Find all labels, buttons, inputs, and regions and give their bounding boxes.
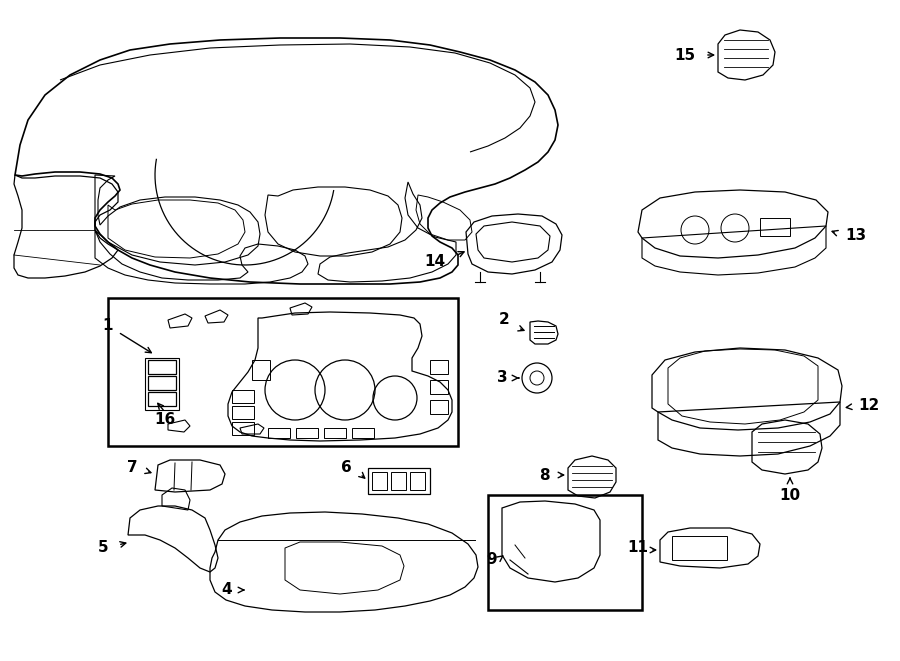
Text: 5: 5 [97,541,108,555]
Bar [232,422,254,435]
Bar [108,298,458,446]
Bar [372,472,387,490]
Text: 11: 11 [627,539,648,555]
Text: 4: 4 [221,582,232,598]
Text: 10: 10 [779,488,801,503]
Bar [430,380,448,394]
Text: 3: 3 [498,371,508,385]
Text: 1: 1 [103,317,113,332]
Text: 16: 16 [155,412,176,428]
Bar [410,472,425,490]
Text: 2: 2 [500,313,510,327]
Bar [672,536,727,560]
Text: 9: 9 [486,553,497,568]
Text: 13: 13 [845,227,866,243]
Bar [430,360,448,374]
Bar [391,472,406,490]
Bar [145,358,179,410]
Bar [368,468,430,494]
Bar [760,218,790,236]
Bar [232,406,254,419]
Text: 14: 14 [424,254,445,270]
Bar [148,376,176,390]
Text: 8: 8 [539,467,550,483]
Bar [488,495,642,610]
Bar [232,390,254,403]
Text: 12: 12 [858,397,879,412]
Bar [268,428,290,438]
Bar [352,428,374,438]
Bar [296,428,318,438]
Bar [430,400,448,414]
Bar [252,360,270,380]
Bar [324,428,346,438]
Bar [148,360,176,374]
Text: 6: 6 [341,461,352,475]
Bar [148,392,176,406]
Text: 15: 15 [674,48,695,63]
Text: 7: 7 [128,461,138,475]
